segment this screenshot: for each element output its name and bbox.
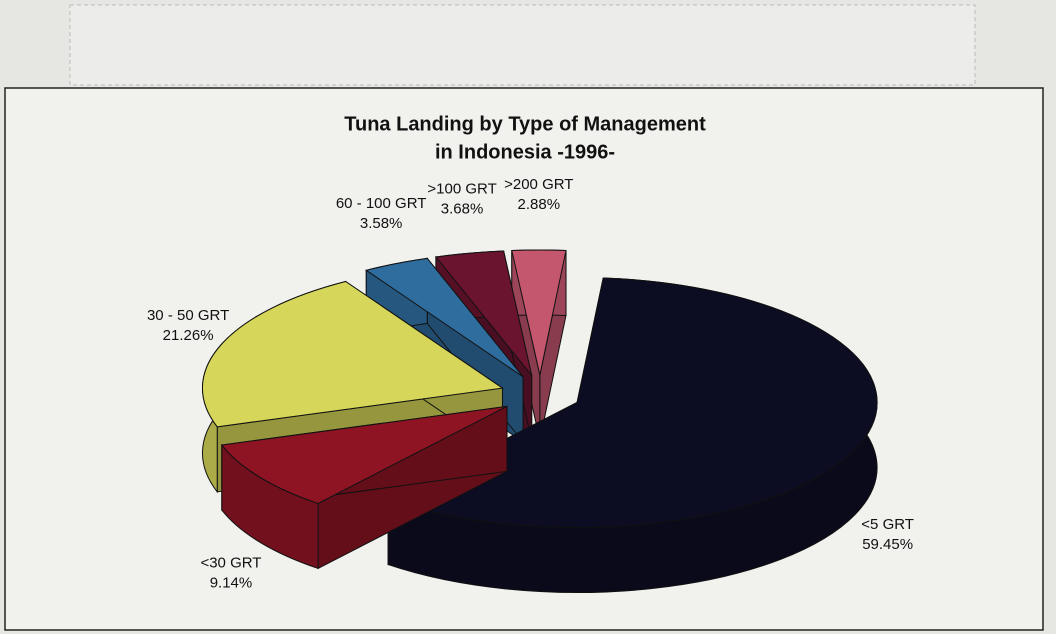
category-label: <30 GRT	[200, 554, 261, 571]
chart-title: Tuna Landing by Type of Management	[344, 113, 706, 135]
chart-subtitle: in Indonesia -1996-	[435, 141, 615, 163]
value-label: 2.88%	[518, 196, 561, 213]
value-label: 9.14%	[210, 574, 253, 591]
category-label: 30 - 50 GRT	[147, 307, 229, 324]
slice	[202, 280, 504, 428]
category-label: >100 GRT	[427, 180, 496, 197]
value-label: 3.68%	[441, 200, 484, 217]
slice	[434, 250, 533, 376]
category-label: 60 - 100 GRT	[336, 195, 427, 212]
value-label: 21.26%	[163, 327, 214, 344]
value-label: 59.45%	[862, 536, 913, 553]
slice	[220, 405, 508, 504]
slice	[365, 257, 524, 378]
slice	[220, 405, 508, 570]
category-label: <5 GRT	[861, 516, 914, 533]
background-sheet	[69, 4, 976, 86]
slice	[511, 249, 567, 376]
slice	[511, 249, 567, 441]
slice	[386, 277, 878, 528]
pie	[202, 249, 878, 593]
category-label: >200 GRT	[504, 176, 573, 193]
value-label: 3.58%	[360, 215, 403, 232]
